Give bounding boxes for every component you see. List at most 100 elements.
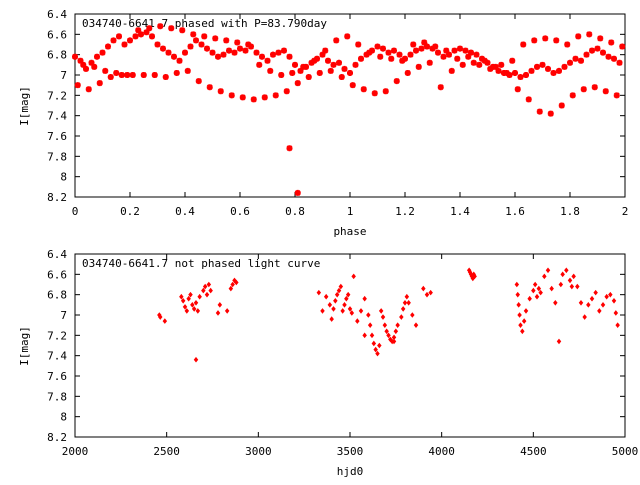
top-data-point [140, 72, 147, 78]
bottom-data-point [355, 318, 360, 324]
top-data-point [432, 43, 439, 50]
bottom-data-point [206, 281, 212, 288]
top-data-point [558, 102, 565, 109]
bottom-y-tick-label: 7.4 [47, 350, 67, 363]
top-data-point [212, 35, 219, 42]
bottom-data-point [560, 271, 565, 278]
bottom-data-point [428, 289, 433, 296]
bottom-x-tick-label: 4000 [428, 445, 455, 458]
bottom-data-point [193, 356, 199, 363]
top-data-point [443, 47, 450, 54]
top-data-point [531, 37, 538, 44]
top-data-point [509, 57, 516, 64]
top-data-point [314, 55, 320, 62]
top-data-point [569, 92, 576, 99]
top-data-point [492, 63, 499, 70]
bottom-x-axis-label: hjd0 [337, 465, 364, 478]
top-data-point [193, 37, 199, 44]
top-data-point [470, 59, 477, 66]
top-data-point [286, 145, 293, 152]
top-data-point [234, 39, 241, 46]
top-data-point [242, 47, 249, 54]
top-data-point [605, 53, 612, 60]
top-data-point [594, 45, 601, 52]
top-panel: 034740-6641.7 phased with P=83.790day ph… [18, 8, 628, 238]
top-y-tick-label: 6.4 [47, 8, 67, 21]
bottom-data-point [532, 281, 538, 288]
top-data-point [380, 45, 386, 52]
bottom-data-point [400, 306, 406, 312]
bottom-data-point [378, 308, 384, 314]
top-data-point [503, 69, 510, 76]
top-data-point [429, 45, 436, 52]
top-x-tick-label: 0.8 [285, 205, 305, 218]
bottom-y-ticks: 6.4 6.6 6.8 7 7.2 7.4 7.6 7.8 8 8.2 [47, 248, 625, 444]
top-data-point [589, 47, 595, 54]
bottom-data-point [593, 289, 598, 296]
top-data-point [608, 39, 615, 46]
bottom-data-point [391, 338, 397, 345]
bottom-data-point [373, 346, 378, 353]
bottom-data-point [358, 308, 364, 314]
top-data-point [561, 63, 568, 70]
top-data-point [206, 84, 213, 91]
top-data-point [479, 55, 485, 62]
top-data-point [187, 43, 194, 50]
top-data-point [487, 65, 494, 72]
bottom-data-point [384, 328, 389, 335]
top-data-point [484, 59, 491, 66]
top-data-point [459, 61, 466, 68]
bottom-data-points [157, 267, 620, 363]
top-data-point [259, 53, 265, 60]
top-data-point [382, 88, 389, 95]
top-data-point [195, 78, 202, 85]
top-data-point [129, 72, 136, 78]
bottom-data-point [410, 312, 415, 318]
top-data-point [91, 63, 98, 70]
bottom-y-tick-label: 6.6 [47, 268, 67, 281]
top-data-point [157, 23, 164, 30]
top-data-point [118, 72, 125, 78]
top-data-point [547, 110, 554, 117]
top-data-point [437, 84, 444, 91]
bottom-data-point [523, 308, 529, 314]
bottom-y-axis-label: I[mag] [18, 326, 31, 366]
bottom-data-point [582, 314, 587, 320]
top-x-tick-label: 1 [347, 205, 354, 218]
top-x-ticks: 0 0.2 0.4 0.6 0.8 1 1.2 1.4 1.6 1.8 2 [72, 14, 628, 218]
top-data-point [173, 69, 180, 76]
bottom-data-point [404, 293, 410, 300]
top-data-point [446, 51, 452, 58]
bottom-data-point [564, 267, 569, 274]
top-data-point [341, 65, 348, 72]
bottom-data-point [520, 328, 525, 335]
top-data-point [506, 72, 513, 78]
top-data-point [127, 37, 133, 44]
bottom-x-tick-label: 2500 [153, 445, 180, 458]
bottom-data-point [586, 302, 591, 308]
top-data-point [215, 53, 221, 60]
top-data-point [316, 69, 323, 76]
bottom-data-point [204, 291, 210, 298]
top-data-point [550, 69, 557, 76]
top-data-point [146, 25, 153, 32]
top-data-point [396, 51, 403, 58]
bottom-data-point [184, 308, 190, 314]
top-data-point [281, 47, 287, 54]
top-data-point [525, 96, 532, 103]
top-data-point [349, 82, 356, 89]
bottom-data-point [344, 295, 349, 302]
top-data-point [250, 96, 257, 103]
bottom-data-point [516, 302, 521, 308]
bottom-data-point [331, 306, 336, 312]
top-data-point [468, 49, 474, 56]
top-x-tick-label: 1.6 [505, 205, 525, 218]
top-data-point [217, 88, 224, 95]
top-data-point [514, 86, 521, 93]
bottom-data-point [342, 302, 347, 308]
top-data-point [528, 67, 535, 74]
top-data-point [162, 74, 169, 81]
top-data-point [371, 90, 378, 97]
top-x-tick-label: 1.4 [450, 205, 470, 218]
